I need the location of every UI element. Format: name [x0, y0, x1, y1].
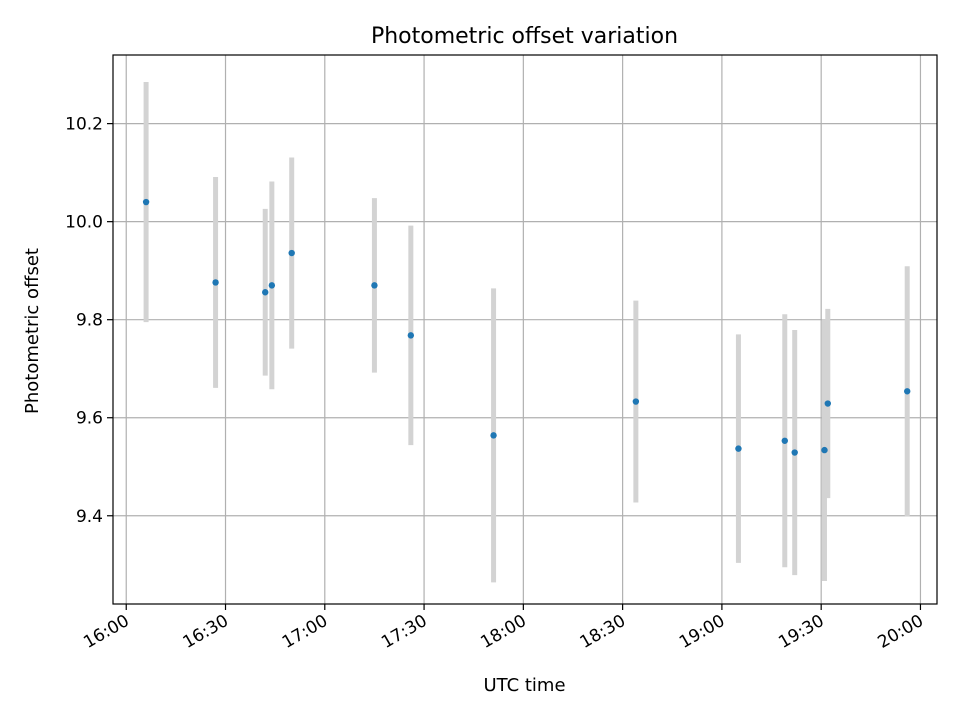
- data-point: [490, 432, 497, 439]
- data-point: [735, 445, 742, 452]
- y-tick-label: 9.4: [76, 507, 103, 527]
- y-axis-label: Photometric offset: [22, 248, 43, 414]
- data-point: [904, 388, 911, 395]
- data-point: [791, 449, 798, 456]
- data-point: [288, 249, 295, 257]
- data-point: [632, 398, 640, 405]
- y-axis-ticks: 9.4 9.6 9.8 10.0 10.2: [65, 115, 113, 527]
- data-point: [824, 400, 831, 407]
- grid: [113, 55, 937, 604]
- data-point: [821, 446, 828, 454]
- y-tick-label: 9.6: [76, 409, 103, 429]
- data-points: [142, 198, 911, 456]
- data-point: [781, 437, 788, 444]
- chart-title: Photometric offset variation: [371, 24, 678, 49]
- y-tick-label: 10.0: [65, 213, 103, 233]
- data-point: [262, 289, 269, 296]
- data-point: [268, 282, 276, 289]
- y-tick-label: 10.2: [65, 115, 103, 135]
- data-point: [212, 279, 219, 286]
- data-point: [371, 282, 378, 289]
- data-point: [407, 332, 415, 339]
- y-tick-label: 9.8: [76, 311, 103, 331]
- x-axis-label: UTC time: [483, 675, 565, 696]
- data-point: [142, 198, 150, 206]
- plot-frame: [112, 54, 938, 605]
